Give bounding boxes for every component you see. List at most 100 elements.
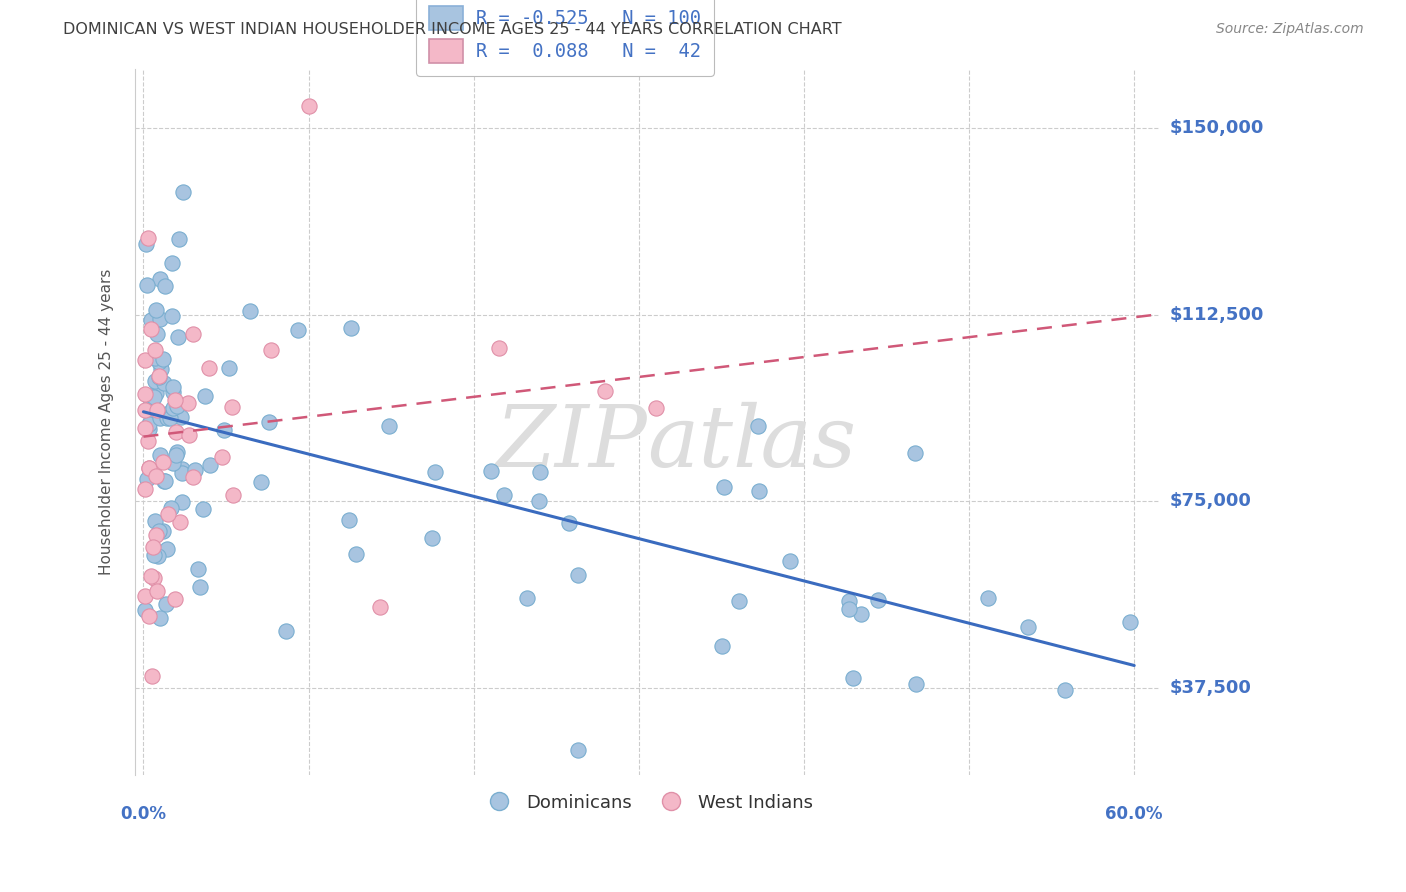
Point (149, 362, 172, 376)
Point (149, 611, 172, 625)
Point (160, 309, 183, 323)
Point (134, 421, 156, 435)
Point (214, 423, 236, 437)
Point (193, 501, 215, 516)
Point (181, 326, 204, 341)
Point (287, 323, 309, 337)
Point (166, 445, 188, 459)
Text: $37,500: $37,500 (1170, 679, 1251, 697)
Point (149, 410, 172, 425)
Point (141, 669, 163, 683)
Point (153, 376, 176, 391)
Point (166, 330, 188, 344)
Point (134, 603, 156, 617)
Text: ZIP: ZIP (495, 401, 647, 484)
Point (169, 515, 191, 529)
Text: DOMINICAN VS WEST INDIAN HOUSEHOLDER INCOME AGES 25 - 44 YEARS CORRELATION CHART: DOMINICAN VS WEST INDIAN HOUSEHOLDER INC… (63, 22, 842, 37)
Point (162, 380, 184, 394)
Point (156, 541, 179, 556)
Point (165, 425, 187, 439)
Point (188, 580, 211, 594)
Point (143, 343, 166, 357)
Text: Source: ZipAtlas.com: Source: ZipAtlas.com (1216, 22, 1364, 37)
Point (160, 256, 183, 270)
Point (152, 474, 174, 488)
Point (713, 480, 735, 494)
Point (170, 495, 193, 509)
Point (143, 571, 166, 585)
Point (218, 361, 240, 376)
Point (166, 399, 188, 413)
Point (170, 467, 193, 481)
Point (340, 320, 363, 334)
Point (148, 368, 170, 383)
Point (152, 524, 174, 538)
Point (136, 231, 159, 245)
Point (567, 567, 589, 582)
Point (378, 419, 401, 434)
Point (149, 448, 172, 462)
Point (260, 343, 283, 358)
Point (146, 583, 169, 598)
Point (420, 531, 443, 545)
Point (155, 407, 177, 421)
Point (136, 277, 159, 292)
Point (139, 569, 162, 583)
Point (138, 417, 160, 431)
Point (187, 562, 209, 576)
Point (148, 524, 170, 539)
Point (145, 385, 167, 400)
Point (1017, 620, 1039, 634)
Text: atlas: atlas (647, 401, 856, 484)
Point (170, 409, 193, 424)
Point (159, 410, 181, 425)
Point (134, 403, 156, 417)
Point (711, 639, 734, 653)
Point (145, 403, 167, 417)
Point (165, 448, 187, 462)
Point (143, 351, 166, 366)
Point (145, 528, 167, 542)
Point (157, 508, 180, 522)
Point (145, 468, 167, 483)
Point (346, 548, 368, 562)
Y-axis label: Householder Income Ages 25 - 44 years: Householder Income Ages 25 - 44 years (100, 268, 114, 575)
Point (162, 456, 184, 470)
Point (198, 458, 221, 472)
Point (135, 236, 157, 251)
Point (138, 422, 160, 436)
Point (165, 592, 187, 607)
Point (142, 541, 165, 555)
Point (152, 351, 174, 366)
Point (162, 401, 184, 415)
Point (368, 599, 391, 614)
Point (138, 609, 160, 624)
Text: $112,500: $112,500 (1170, 306, 1264, 324)
Point (134, 590, 156, 604)
Point (134, 352, 156, 367)
Point (529, 465, 551, 479)
Point (728, 594, 751, 608)
Point (494, 488, 516, 502)
Point (567, 743, 589, 757)
Point (134, 387, 156, 401)
Point (145, 303, 167, 318)
Point (250, 475, 273, 489)
Point (841, 671, 863, 685)
Point (259, 415, 281, 429)
Legend: Dominicans, West Indians: Dominicans, West Indians (474, 787, 821, 819)
Point (851, 607, 873, 622)
Text: $75,000: $75,000 (1170, 492, 1251, 510)
Point (138, 461, 160, 475)
Point (141, 394, 163, 409)
Point (148, 549, 170, 563)
Point (149, 272, 172, 286)
Point (593, 384, 616, 399)
Point (298, 99, 321, 113)
Point (143, 390, 166, 404)
Point (904, 446, 927, 460)
Point (516, 591, 538, 606)
Point (276, 624, 298, 638)
Point (160, 501, 183, 516)
Point (747, 419, 769, 434)
